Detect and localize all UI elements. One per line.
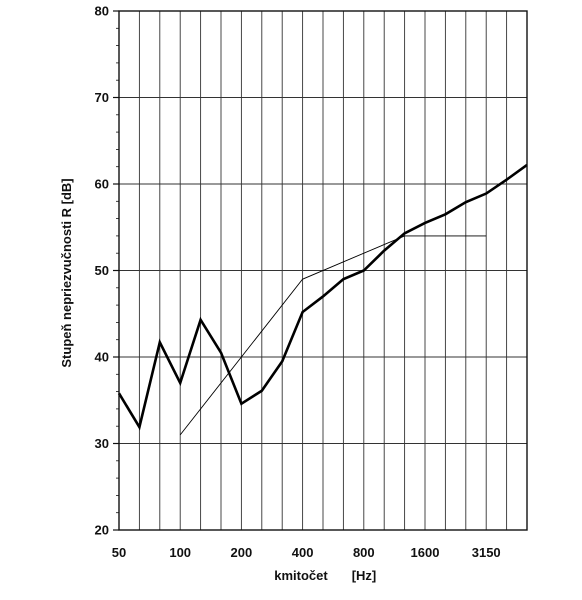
y-tick-label: 60 [95,177,109,192]
x-tick-label: 800 [353,545,375,560]
plot-frame [118,10,528,531]
reference-curve [179,235,487,436]
y-tick-label: 40 [95,350,109,365]
y-tick-label: 80 [95,4,109,19]
y-axis-title: Stupeň nepriezvučnosti R [dB] [59,178,74,367]
x-tick-label: 1600 [411,545,440,560]
y-tick-label: 70 [95,90,109,105]
x-axis-unit: [Hz] [352,568,377,583]
y-tick-labels: 20 30 40 50 60 70 80 [95,4,109,538]
x-tick-label: 50 [112,545,126,560]
y-tick-label: 20 [95,523,109,538]
x-tick-label: 100 [169,545,191,560]
x-tick-label: 200 [231,545,253,560]
y-tick-label: 50 [95,263,109,278]
x-tick-labels: 50 100 200 400 800 1600 3150 [112,545,501,560]
x-tick-label: 3150 [472,545,501,560]
x-tick-label: 400 [292,545,314,560]
y-tick-label: 30 [95,436,109,451]
x-axis-title: kmitočet [274,568,328,583]
y-minor-ticks [113,10,119,531]
